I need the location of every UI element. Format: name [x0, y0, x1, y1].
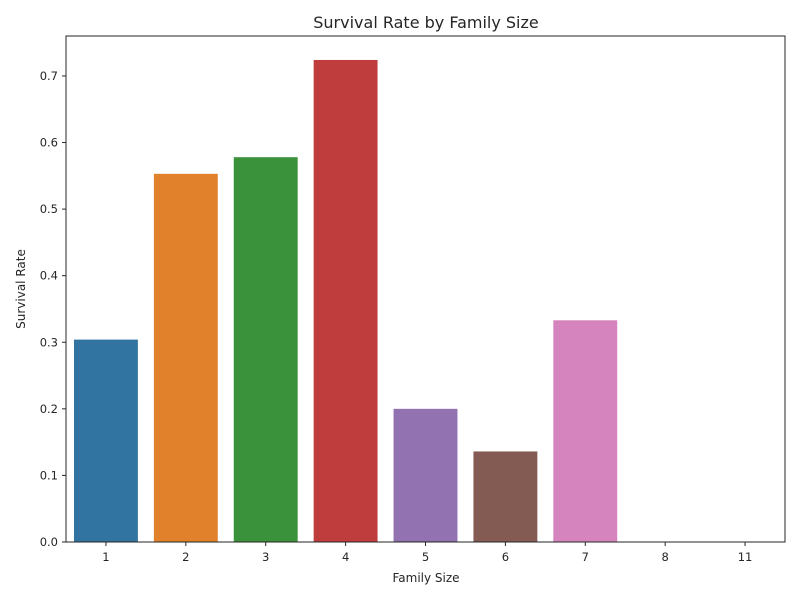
y-tick-label-0.0: 0.0 [40, 535, 58, 549]
bars-group [73, 59, 618, 543]
bar-4 [313, 59, 378, 543]
x-axis-ticks: 1 2 3 4 5 6 7 8 11 [102, 542, 752, 564]
bar-7 [553, 320, 618, 542]
x-tick-label-7: 7 [582, 550, 589, 564]
y-axis-label: Survival Rate [14, 249, 28, 329]
y-tick-label-0.6: 0.6 [40, 136, 58, 150]
x-tick-label-6: 6 [502, 550, 509, 564]
chart-title: Survival Rate by Family Size [313, 13, 539, 32]
x-tick-label-2: 2 [182, 550, 189, 564]
y-tick-label-0.3: 0.3 [40, 335, 58, 349]
plot-frame [65, 35, 786, 543]
y-tick-label-0.7: 0.7 [40, 69, 58, 83]
y-tick-label-0.1: 0.1 [40, 468, 58, 482]
x-tick-label-11: 11 [738, 550, 753, 564]
bar-3 [233, 157, 298, 542]
x-tick-label-3: 3 [262, 550, 269, 564]
y-tick-label-0.2: 0.2 [40, 402, 58, 416]
x-tick-label-8: 8 [662, 550, 669, 564]
x-axis-label: Family Size [392, 571, 459, 585]
x-tick-label-5: 5 [422, 550, 429, 564]
x-tick-label-1: 1 [102, 550, 109, 564]
bar-6 [473, 451, 538, 542]
y-tick-label-0.5: 0.5 [40, 202, 58, 216]
bar-1 [73, 339, 138, 542]
bar-5 [393, 408, 458, 542]
x-tick-label-4: 4 [342, 550, 349, 564]
bar-2 [153, 173, 218, 542]
y-tick-label-0.4: 0.4 [40, 269, 58, 283]
y-axis-ticks: 0.0 0.1 0.2 0.3 0.4 0.5 0.6 0.7 [40, 69, 66, 549]
